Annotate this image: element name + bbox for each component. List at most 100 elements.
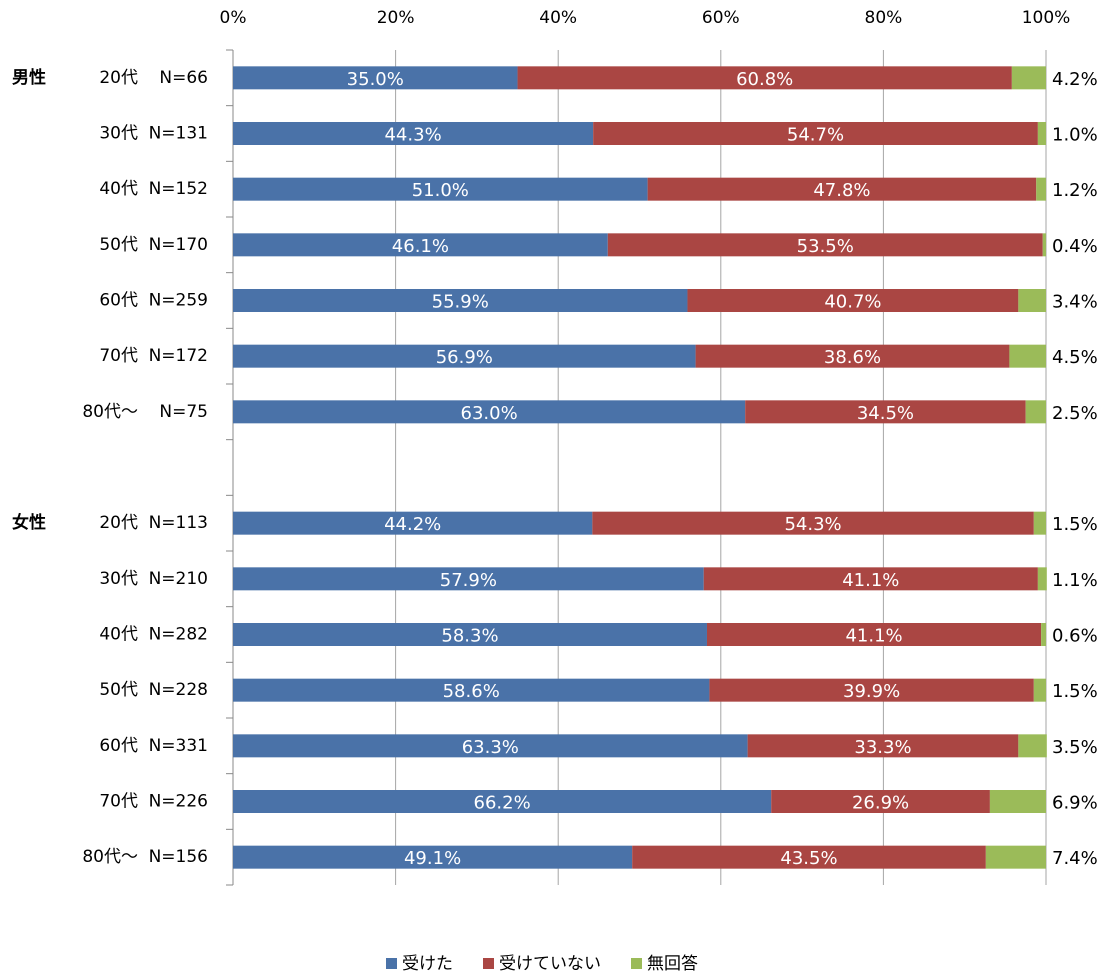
value-label: 54.7%	[787, 125, 844, 146]
value-label: 46.1%	[392, 236, 449, 257]
bar-segment	[593, 122, 1038, 145]
bar-segment	[709, 678, 1034, 702]
value-label: 3.4%	[1052, 292, 1098, 313]
value-label: 54.3%	[784, 514, 841, 535]
value-label: 60.8%	[736, 69, 793, 90]
y-tick-label: 40代	[99, 625, 138, 645]
value-label: 34.5%	[857, 403, 914, 424]
legend-label: 無回答	[647, 954, 698, 974]
value-label: 40.7%	[824, 292, 881, 313]
value-label: 41.1%	[845, 626, 902, 647]
bar-segment	[771, 790, 990, 813]
value-label: 49.1%	[404, 848, 461, 869]
value-label: 6.9%	[1052, 793, 1098, 814]
bar-segment	[233, 734, 748, 758]
legend-swatch	[386, 958, 397, 969]
bar-segment	[592, 511, 1034, 535]
bar-segment	[632, 845, 986, 869]
bar-segment	[233, 623, 707, 646]
bar-segment	[1042, 233, 1046, 257]
sample-size: N=228	[149, 680, 208, 700]
legend-label: 受けた	[402, 954, 453, 974]
y-tick-label: 60代	[99, 291, 138, 311]
bar-segment	[1033, 511, 1046, 535]
sample-size: N=75	[159, 402, 208, 422]
bar-segment	[1036, 177, 1046, 201]
sample-size: N=152	[149, 179, 208, 199]
value-label: 57.9%	[440, 570, 497, 591]
value-label: 1.5%	[1052, 681, 1098, 702]
x-tick-label: 60%	[702, 8, 740, 28]
y-tick-label: 40代	[99, 179, 138, 199]
bar-segment	[745, 400, 1026, 424]
value-label: 0.4%	[1052, 236, 1098, 257]
value-label: 0.6%	[1052, 626, 1098, 647]
value-label: 51.0%	[412, 180, 469, 201]
sample-size: N=170	[149, 235, 208, 255]
value-label: 1.0%	[1052, 125, 1098, 146]
bar-segment	[703, 567, 1038, 591]
bar-segment	[687, 289, 1019, 312]
bar-segment	[1018, 289, 1046, 312]
value-label: 53.5%	[797, 236, 854, 257]
bar-segment	[233, 122, 594, 145]
y-tick-label: 30代	[99, 124, 138, 144]
value-label: 2.5%	[1052, 403, 1098, 424]
value-label: 26.9%	[852, 793, 909, 814]
value-label: 63.3%	[462, 737, 519, 758]
value-label: 43.5%	[780, 848, 837, 869]
bar-segment	[233, 344, 696, 368]
legend-label: 受けていない	[499, 954, 601, 974]
bar-segment	[233, 400, 746, 424]
bar-segment	[233, 790, 772, 813]
bar-segment	[233, 177, 648, 201]
bar-segment	[607, 233, 1043, 257]
value-label: 33.3%	[854, 737, 911, 758]
bar-segment	[233, 511, 593, 535]
sample-size: N=259	[149, 291, 208, 311]
y-tick-label: 20代	[99, 68, 138, 88]
bar-segment	[233, 567, 704, 591]
bar-segment	[233, 66, 518, 90]
value-label: 47.8%	[813, 180, 870, 201]
bar-segment	[747, 734, 1019, 758]
bar-segment	[989, 790, 1046, 813]
sample-size: N=131	[149, 124, 208, 144]
value-label: 1.2%	[1052, 180, 1098, 201]
bar-segment	[1033, 678, 1046, 702]
y-tick-label: 80代～	[82, 402, 138, 422]
sample-size: N=156	[149, 847, 208, 867]
bar-segment	[233, 678, 710, 702]
value-label: 38.6%	[824, 347, 881, 368]
y-tick-label: 70代	[99, 346, 138, 366]
y-tick-label: 70代	[99, 792, 138, 812]
bar-segment	[233, 845, 633, 869]
value-label: 7.4%	[1052, 848, 1098, 869]
bar-segment	[706, 623, 1042, 646]
x-tick-label: 40%	[539, 8, 577, 28]
value-label: 58.6%	[443, 681, 500, 702]
legend-swatch	[631, 958, 642, 969]
sample-size: N=113	[149, 513, 208, 533]
group-label: 女性	[12, 512, 46, 533]
value-label: 63.0%	[461, 403, 518, 424]
bar-segment	[1011, 66, 1046, 90]
bar-segment	[1009, 344, 1046, 368]
value-label: 55.9%	[432, 292, 489, 313]
value-label: 1.5%	[1052, 514, 1098, 535]
y-tick-label: 30代	[99, 569, 138, 589]
x-tick-label: 20%	[377, 8, 415, 28]
bar-segment	[1037, 122, 1046, 145]
bar-segment	[517, 66, 1012, 90]
bar-segment	[647, 177, 1037, 201]
bar-segment	[695, 344, 1010, 368]
x-tick-label: 80%	[865, 8, 903, 28]
value-label: 3.5%	[1052, 737, 1098, 758]
y-tick-label: 50代	[99, 680, 138, 700]
sample-size: N=282	[149, 625, 208, 645]
sample-size: N=66	[159, 68, 208, 88]
value-label: 41.1%	[842, 570, 899, 591]
bar-segment	[985, 845, 1046, 869]
bar-segment	[1018, 734, 1047, 758]
